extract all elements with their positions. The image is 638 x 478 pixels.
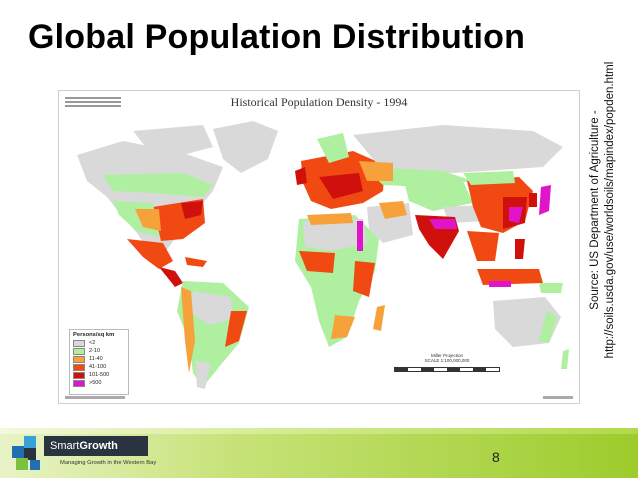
southern-africa	[331, 315, 355, 339]
legend-item: 2-10	[70, 347, 128, 355]
legend-swatch	[73, 355, 85, 363]
source-line-1: Source: US Department of Agriculture -	[589, 110, 601, 310]
russia-west	[359, 161, 393, 181]
argentina-south	[195, 361, 211, 389]
west-africa	[299, 251, 335, 273]
greenland	[213, 121, 278, 173]
legend-item: 101-500	[70, 371, 128, 379]
legend-item: <2	[70, 339, 128, 347]
russia	[353, 125, 563, 175]
sahara	[303, 219, 367, 251]
map-agency-note	[65, 97, 121, 113]
world-map	[77, 121, 569, 389]
north-america	[77, 141, 223, 257]
legend-title: Persons/sq km	[73, 332, 115, 338]
legend-item: 11-40	[70, 355, 128, 363]
legend-item: 41-100	[70, 363, 128, 371]
nile	[357, 221, 363, 251]
central-america	[159, 267, 183, 287]
map-legend: Persons/sq km <2 2-10 11-40 41-100 101-5…	[69, 329, 129, 395]
legend-label: 101-500	[89, 372, 110, 378]
mongolia	[463, 171, 515, 185]
ganges-plain	[429, 219, 457, 229]
smartgrowth-logo-cubes	[12, 436, 40, 470]
legend-swatch	[73, 347, 85, 355]
legend-label: 2-10	[89, 348, 101, 354]
page-number: 8	[492, 449, 500, 465]
source-url: http://soils.usda.gov/use/worldsoils/map…	[604, 61, 616, 359]
scalebar-subtitle: SCALE 1:100,000,000	[424, 358, 470, 363]
scalebar-graphic	[394, 367, 500, 372]
map-footnote-right	[543, 396, 573, 399]
madagascar	[373, 305, 385, 331]
central-asia	[403, 177, 473, 211]
java	[489, 281, 511, 287]
map-title: Historical Population Density - 1994	[230, 95, 408, 109]
population-density-map: Historical Population Density - 1994	[58, 90, 580, 404]
middle-east-fertile	[379, 201, 407, 219]
new-zealand	[561, 349, 569, 369]
andes	[181, 287, 195, 373]
logo-word-smart: Smart	[50, 440, 80, 452]
usa-northeast	[181, 201, 203, 219]
canada-south-band	[103, 173, 213, 197]
brazil-coast	[225, 311, 247, 347]
legend-swatch	[73, 371, 85, 379]
map-scalebar: Miller Projection SCALE 1:100,000,000	[389, 353, 505, 379]
caribbean	[185, 257, 207, 267]
australia-east-coast	[539, 311, 557, 343]
legend-swatch	[73, 379, 85, 387]
legend-item: >500	[70, 379, 128, 387]
legend-label: 11-40	[89, 356, 103, 362]
east-china-dense	[509, 207, 523, 223]
logo-tagline: Managing Growth in the Western Bay	[60, 460, 157, 466]
east-africa	[353, 261, 375, 297]
uk	[295, 167, 307, 185]
japan	[539, 185, 551, 215]
legend-swatch	[73, 339, 85, 347]
map-footnote-left	[65, 396, 125, 399]
legend-label: <2	[89, 340, 96, 346]
source-citation: Source: US Department of Agriculture - h…	[588, 40, 618, 380]
scandinavia	[317, 133, 349, 163]
central-europe	[319, 173, 363, 199]
legend-swatch	[73, 363, 85, 371]
southeast-asia	[467, 231, 499, 261]
slide-title: Global Population Distribution	[28, 18, 526, 56]
new-guinea	[539, 283, 563, 293]
legend-label: >500	[89, 380, 102, 386]
logo-wordmark: SmartGrowth	[44, 436, 148, 456]
usa-central	[135, 209, 161, 231]
korea	[529, 193, 537, 207]
north-africa-coast	[307, 213, 353, 225]
legend-label: 41-100	[89, 364, 107, 370]
scalebar-title: Miller Projection	[430, 353, 463, 358]
logo-word-growth: Growth	[79, 440, 118, 452]
mexico	[127, 239, 173, 269]
amazon	[191, 291, 233, 325]
philippines	[515, 239, 525, 259]
